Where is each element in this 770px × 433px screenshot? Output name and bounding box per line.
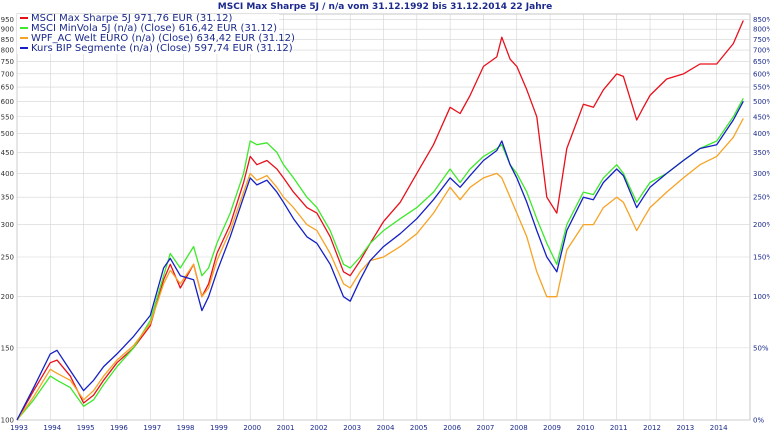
y-tick-label-right: 200%: [753, 221, 770, 229]
x-tick-label: 2002: [310, 424, 328, 432]
y-tick-label-left: 900: [1, 26, 14, 34]
y-tick-label-right: 0%: [753, 417, 764, 425]
x-tick-label: 1994: [43, 424, 61, 432]
series-line: [16, 118, 744, 421]
x-tick-label: 1995: [77, 424, 95, 432]
y-tick-label-right: 100%: [753, 293, 770, 301]
x-tick-label: 2007: [477, 424, 495, 432]
y-tick-label-right: 700%: [753, 47, 770, 55]
y-tick-label-left: 400: [1, 170, 14, 178]
series-layer: [16, 20, 744, 421]
y-tick-label-left: 500: [1, 130, 14, 138]
legend-box: [17, 14, 279, 54]
y-tick-label-left: 850: [1, 36, 14, 44]
y-tick-label-left: 300: [1, 221, 14, 229]
y-tick-label-left: 950: [1, 16, 14, 24]
y-tick-label-right: 50%: [753, 344, 769, 352]
y-tick-label-left: 750: [1, 58, 14, 66]
y-tick-label-right: 150%: [753, 254, 770, 262]
y-tick-label-right: 400%: [753, 130, 770, 138]
x-tick-label: 1998: [177, 424, 195, 432]
legend: MSCI Max Sharpe 5J 971,76 EUR (31.12)MSC…: [17, 13, 295, 54]
y-tick-label-left: 650: [1, 84, 14, 92]
chart-title: MSCI Max Sharpe 5J / n/a vom 31.12.1992 …: [218, 2, 552, 12]
x-tick-label: 2009: [543, 424, 561, 432]
y-tick-label-left: 200: [1, 293, 14, 301]
series-line: [16, 97, 744, 421]
y-tick-label-left: 550: [1, 113, 14, 121]
y-tick-label-left: 800: [1, 47, 14, 55]
x-tick-label: 1997: [143, 424, 161, 432]
y-tick-label-right: 450%: [753, 113, 770, 121]
y-tick-label-left: 250: [1, 254, 14, 262]
x-tick-label: 2005: [410, 424, 428, 432]
x-tick-label: 2001: [277, 424, 295, 432]
legend-label: Kurs BIP Segmente (n/a) (Close) 597,74 E…: [31, 43, 293, 54]
y-tick-label-right: 800%: [753, 26, 770, 34]
x-tick-label: 2006: [443, 424, 461, 432]
x-tick-label: 1999: [210, 424, 228, 432]
y-tick-label-right: 850%: [753, 16, 770, 24]
legend-label: WPF_AC Welt EURO (n/a) (Close) 634,42 EU…: [31, 33, 295, 44]
x-tick-label: 2003: [343, 424, 361, 432]
x-tick-label: 1996: [110, 424, 128, 432]
y-tick-label-left: 150: [1, 344, 14, 352]
x-tick-label: 2008: [510, 424, 528, 432]
x-tick-label: 2014: [710, 424, 728, 432]
x-tick-label: 2000: [243, 424, 261, 432]
y-tick-label-left: 600: [1, 98, 14, 106]
y-tick-label-right: 550%: [753, 84, 770, 92]
y-tick-label-right: 600%: [753, 70, 770, 78]
legend-label: MSCI Max Sharpe 5J 971,76 EUR (31.12): [31, 13, 232, 24]
series-line: [16, 100, 744, 421]
y-tick-label-right: 350%: [753, 149, 770, 157]
y-tick-label-right: 750%: [753, 36, 770, 44]
y-tick-label-right: 650%: [753, 58, 770, 66]
y-tick-label-right: 300%: [753, 170, 770, 178]
y-tick-label-left: 100: [1, 417, 14, 425]
x-tick-label: 2004: [377, 424, 395, 432]
y-tick-label-left: 350: [1, 194, 14, 202]
x-tick-label: 2013: [676, 424, 694, 432]
y-tick-label-right: 250%: [753, 194, 770, 202]
x-tick-label: 2010: [576, 424, 594, 432]
y-tick-label-left: 700: [1, 70, 14, 78]
x-tick-label: 2012: [643, 424, 661, 432]
legend-label: MSCI MinVola 5J (n/a) (Close) 616,42 EUR…: [31, 23, 277, 34]
y-tick-label-left: 450: [1, 149, 14, 157]
x-tick-label: 2011: [610, 424, 628, 432]
x-tick-label: 1993: [10, 424, 28, 432]
axes: 100 0% 150 50% 200 100% 250 150% 300 200% 350 250% 4…: [1, 16, 770, 432]
grid: [16, 14, 750, 421]
y-tick-label-right: 500%: [753, 98, 770, 106]
